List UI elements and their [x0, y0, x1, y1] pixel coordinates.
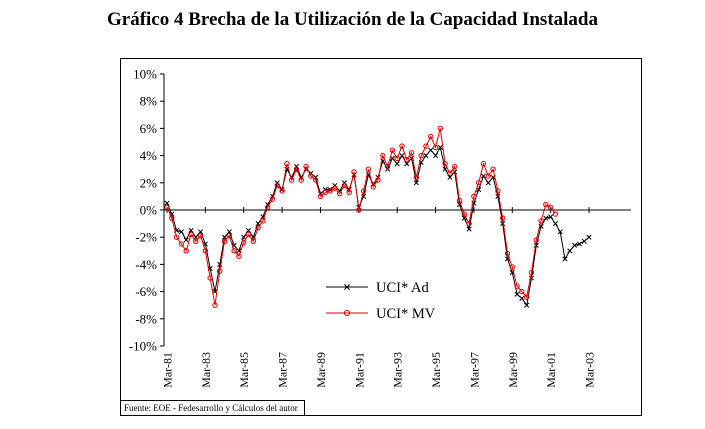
svg-text:Mar-87: Mar-87	[276, 352, 290, 388]
svg-text:10%: 10%	[133, 67, 157, 82]
svg-text:4%: 4%	[140, 148, 158, 163]
svg-text:8%: 8%	[140, 94, 158, 109]
chart-title: Gráfico 4 Brecha de la Utilización de la…	[106, 9, 598, 30]
svg-text:Mar-91: Mar-91	[352, 352, 366, 388]
svg-text:Mar-83: Mar-83	[199, 352, 213, 388]
svg-text:-10%: -10%	[129, 339, 157, 354]
svg-text:Mar-81: Mar-81	[161, 352, 175, 388]
source-note: Fuente: EOE - Fedesarrollo y Cálculos de…	[124, 403, 298, 413]
svg-text:Mar-01: Mar-01	[544, 352, 558, 388]
svg-text:-4%: -4%	[135, 257, 157, 272]
line-chart: 10% 8% 6% 4% 2% 0% -2% -4% -6% -8% -10% Mar-81 Mar-8…	[129, 67, 631, 388]
svg-text:6%: 6%	[140, 121, 158, 136]
svg-text:-2%: -2%	[135, 230, 157, 245]
svg-text:-8%: -8%	[135, 311, 157, 326]
svg-text:Mar-03: Mar-03	[583, 352, 597, 388]
svg-text:UCI* Ad: UCI* Ad	[376, 280, 430, 296]
svg-text:2%: 2%	[140, 175, 158, 190]
svg-text:UCI* MV: UCI* MV	[376, 306, 436, 322]
source-note-box: Fuente: EOE - Fedesarrollo y Cálculos de…	[121, 400, 305, 415]
chart-area: 10% 8% 6% 4% 2% 0% -2% -4% -6% -8% -10% Mar-81 Mar-8…	[120, 58, 642, 416]
svg-text:Mar-93: Mar-93	[391, 352, 405, 388]
svg-text:Mar-89: Mar-89	[314, 352, 328, 388]
svg-text:Mar-85: Mar-85	[237, 352, 251, 388]
svg-text:Mar-99: Mar-99	[506, 352, 520, 388]
svg-text:Mar-95: Mar-95	[429, 352, 443, 388]
svg-text:Mar-97: Mar-97	[467, 352, 481, 388]
svg-text:0%: 0%	[140, 203, 158, 218]
svg-text:-6%: -6%	[135, 284, 157, 299]
